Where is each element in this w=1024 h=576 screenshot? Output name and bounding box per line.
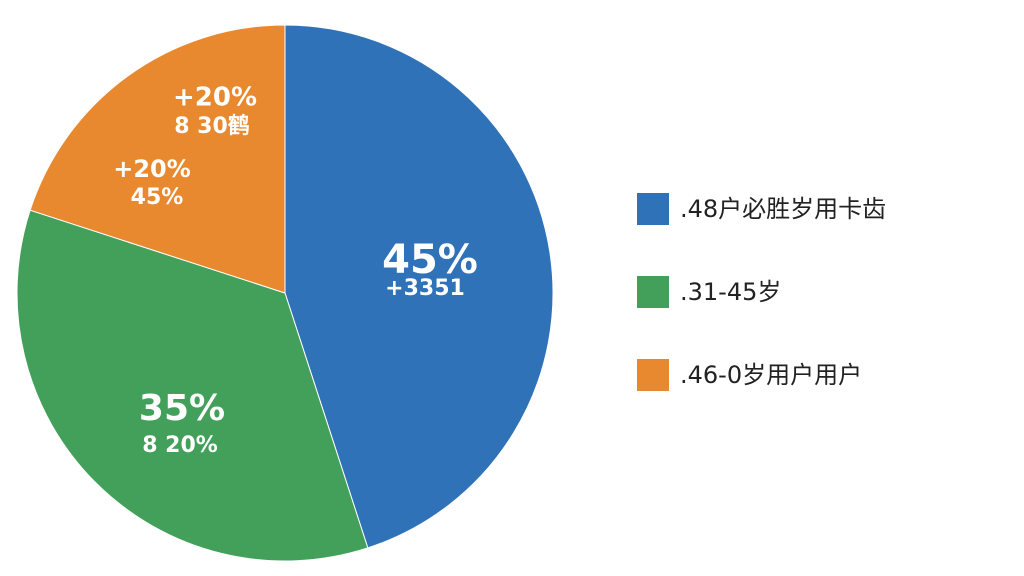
annotation: 8 30鹤	[174, 113, 250, 139]
pie-slice	[284, 24, 554, 549]
annotation: +20%	[113, 155, 191, 183]
legend-label: .46-0岁用户用户	[680, 361, 862, 389]
annotation: 45%	[131, 185, 184, 210]
data-label: 45%	[382, 237, 478, 283]
legend-swatch	[637, 193, 669, 225]
annotation: +3351	[385, 276, 465, 301]
data-label: +20%	[173, 83, 257, 113]
legend-label: .48户必胜岁用卡齿	[680, 195, 886, 223]
legend-swatch	[637, 359, 669, 391]
legend-label: .31-45岁	[680, 278, 781, 306]
legend-swatch	[637, 276, 669, 308]
pie-slice	[29, 24, 286, 294]
pie-slice	[16, 209, 369, 562]
annotation: 8 20%	[142, 433, 218, 458]
data-label: 35%	[139, 388, 225, 429]
